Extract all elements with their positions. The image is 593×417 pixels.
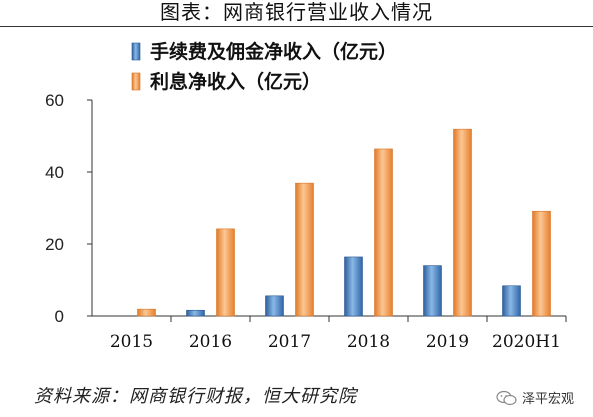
- watermark: 泽平宏观: [496, 388, 574, 407]
- bar-fee-2017: [265, 295, 284, 317]
- bar-fee-2018: [344, 256, 363, 317]
- bar-fee-2019: [423, 265, 442, 317]
- bars: [137, 128, 551, 317]
- y-tick-label: 20: [45, 235, 64, 254]
- chart-title: 图表：网商银行营业收入情况: [160, 0, 433, 24]
- y-tick-label: 60: [45, 91, 64, 110]
- legend-swatch-1: [131, 42, 141, 61]
- bar-fee-2020H1: [502, 285, 521, 317]
- x-tick-label: 2020H1: [492, 332, 561, 352]
- wechat-icon: [496, 390, 517, 405]
- legend-label-2: 利息净收入（亿元）: [150, 70, 321, 93]
- bar-interest-2019: [453, 128, 472, 317]
- bar-chart: 手续费及佣金净收入（亿元） 利息净收入（亿元） 0 20 40 60 2015 2016 20…: [45, 40, 567, 352]
- bar-interest-2016: [216, 228, 235, 317]
- source-note: 资料来源：网商银行财报，恒大研究院: [34, 386, 357, 407]
- title-bar: 图表：网商银行营业收入情况: [0, 0, 593, 27]
- y-tick-label: 40: [45, 163, 64, 182]
- y-tick-label: 0: [55, 307, 64, 326]
- bar-fee-2016: [186, 309, 205, 317]
- bar-interest-2018: [374, 148, 393, 317]
- watermark-text: 泽平宏观: [521, 392, 574, 407]
- x-tick-label: 2018: [347, 332, 390, 352]
- x-tick-label: 2015: [110, 332, 153, 352]
- footer: 资料来源：网商银行财报，恒大研究院 泽平宏观: [34, 380, 574, 414]
- x-tick-label: 2019: [426, 332, 469, 352]
- legend-label-1: 手续费及佣金净收入（亿元）: [150, 40, 397, 63]
- bar-interest-2017: [295, 182, 314, 317]
- axes: 0 20 40 60 2015 2016 2017 2018 2019 2020H1: [45, 91, 567, 352]
- x-tick-label: 2016: [189, 332, 232, 352]
- legend: 手续费及佣金净收入（亿元） 利息净收入（亿元）: [131, 40, 397, 93]
- x-tick-label: 2017: [268, 332, 311, 352]
- bar-interest-2015: [137, 308, 156, 317]
- legend-swatch-2: [131, 72, 141, 91]
- bar-interest-2020H1: [532, 210, 551, 317]
